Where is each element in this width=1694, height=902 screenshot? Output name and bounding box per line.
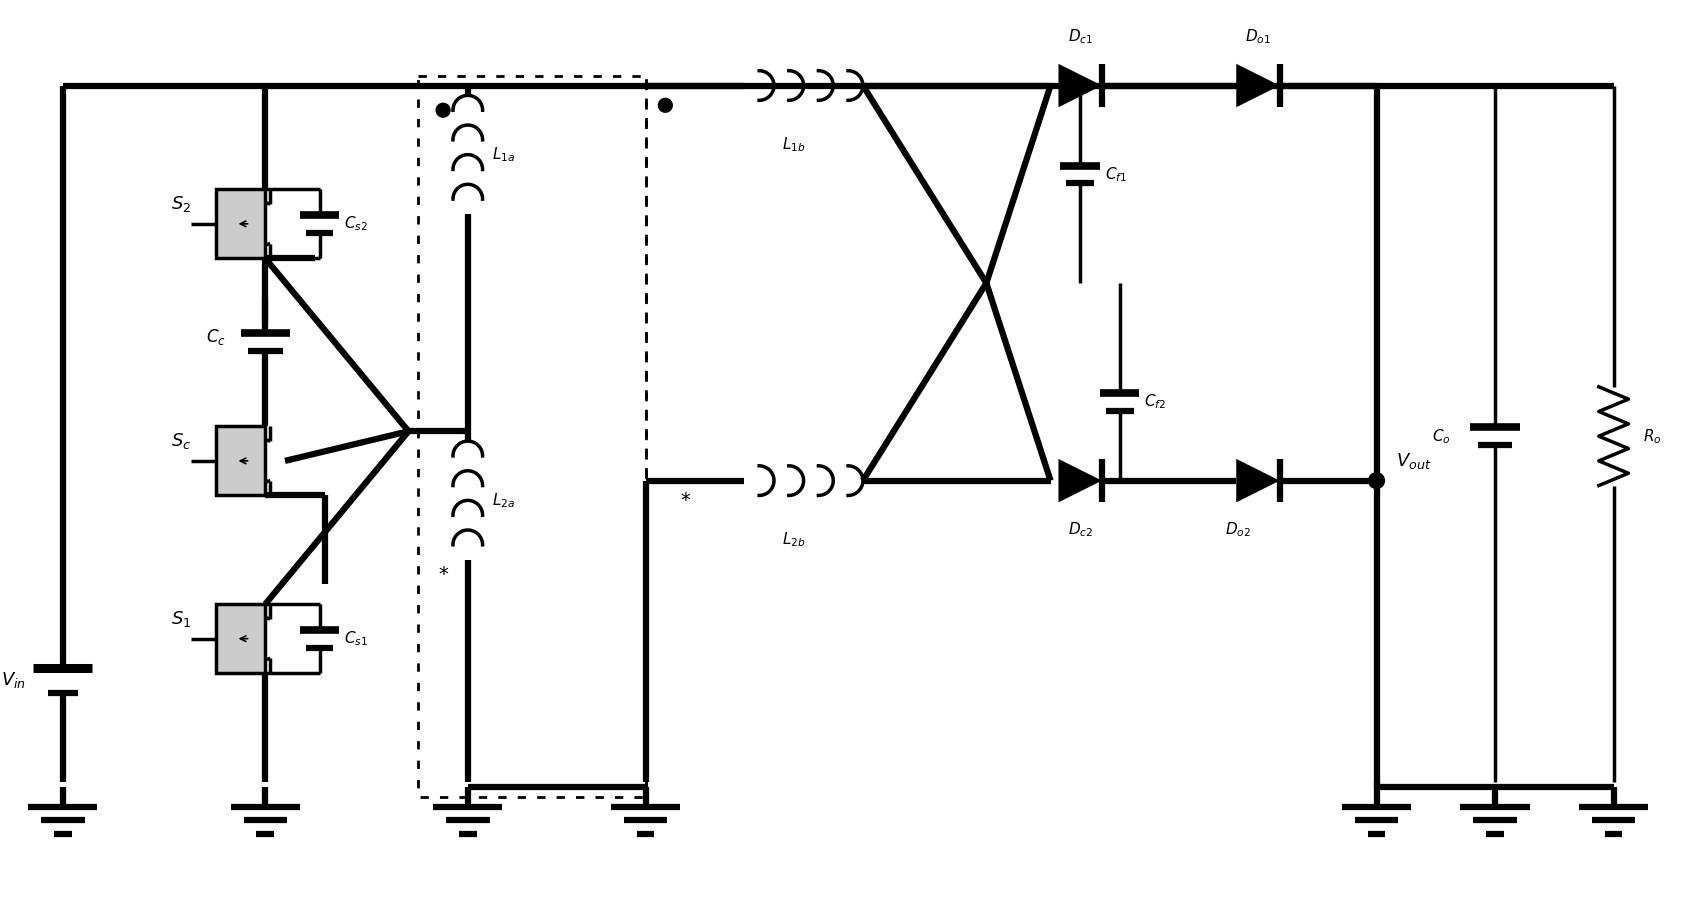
Circle shape bbox=[435, 104, 451, 117]
Text: *: * bbox=[439, 565, 447, 584]
Text: $D_{o2}$: $D_{o2}$ bbox=[1225, 520, 1252, 538]
Polygon shape bbox=[1059, 459, 1101, 502]
Text: $C_{s2}$: $C_{s2}$ bbox=[344, 215, 368, 233]
FancyBboxPatch shape bbox=[215, 189, 266, 258]
Text: $C_c$: $C_c$ bbox=[207, 327, 225, 347]
Text: $D_{o1}$: $D_{o1}$ bbox=[1245, 27, 1270, 46]
Text: $R_o$: $R_o$ bbox=[1643, 427, 1662, 446]
Text: $D_{c2}$: $D_{c2}$ bbox=[1067, 520, 1093, 538]
FancyBboxPatch shape bbox=[215, 427, 266, 495]
FancyBboxPatch shape bbox=[215, 604, 266, 673]
Circle shape bbox=[1369, 473, 1384, 489]
Text: *: * bbox=[681, 491, 689, 510]
Text: $V_{out}$: $V_{out}$ bbox=[1396, 451, 1431, 471]
Text: $S_c$: $S_c$ bbox=[171, 431, 191, 451]
Text: $C_{f1}$: $C_{f1}$ bbox=[1104, 165, 1127, 184]
Text: $V_{in}$: $V_{in}$ bbox=[2, 670, 25, 690]
Text: $S_1$: $S_1$ bbox=[171, 609, 191, 629]
Text: $C_{s1}$: $C_{s1}$ bbox=[344, 630, 368, 648]
Text: $L_{2a}$: $L_{2a}$ bbox=[493, 491, 515, 510]
Polygon shape bbox=[1237, 64, 1279, 107]
Text: $L_{1b}$: $L_{1b}$ bbox=[783, 135, 806, 153]
Text: $L_{1a}$: $L_{1a}$ bbox=[493, 145, 515, 164]
Text: $S_2$: $S_2$ bbox=[171, 194, 191, 214]
Text: $C_o$: $C_o$ bbox=[1431, 427, 1450, 446]
Text: $D_{c1}$: $D_{c1}$ bbox=[1067, 27, 1093, 46]
Polygon shape bbox=[1237, 459, 1279, 502]
Text: $C_{f2}$: $C_{f2}$ bbox=[1145, 392, 1167, 411]
Text: $L_{2b}$: $L_{2b}$ bbox=[783, 530, 806, 548]
Polygon shape bbox=[1059, 64, 1101, 107]
Circle shape bbox=[659, 98, 673, 112]
